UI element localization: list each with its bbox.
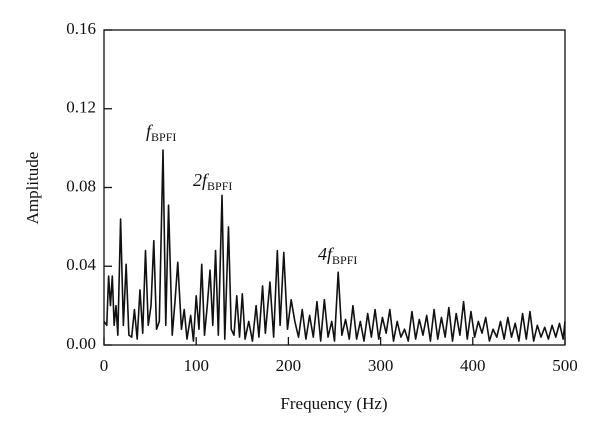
annotation-text: 2f <box>193 170 210 190</box>
y-tick-label: 0.00 <box>66 334 96 353</box>
annotation-text: 4f <box>318 244 335 264</box>
annotation-subscript: BPFI <box>151 130 176 144</box>
y-tick-label: 0.12 <box>66 98 96 117</box>
x-tick-label: 100 <box>183 356 209 375</box>
x-tick-label: 500 <box>552 356 578 375</box>
annotation-text: f <box>146 121 154 141</box>
spectrum-line <box>103 149 566 342</box>
x-tick-label: 400 <box>460 356 486 375</box>
x-axis-label: Frequency (Hz) <box>280 394 387 413</box>
annotation: 2fBPFI <box>193 170 232 193</box>
annotation: 4fBPFI <box>318 244 357 267</box>
annotation: fBPFI <box>146 121 176 144</box>
x-tick-label: 300 <box>368 356 394 375</box>
y-axis-label: Amplitude <box>23 152 42 225</box>
plot-frame <box>103 29 566 346</box>
y-tick-label: 0.08 <box>66 176 96 195</box>
annotation-subscript: BPFI <box>332 253 357 267</box>
x-tick-label: 0 <box>100 356 109 375</box>
annotation-subscript: BPFI <box>207 179 232 193</box>
y-tick-label: 0.16 <box>66 19 96 38</box>
y-tick-label: 0.04 <box>66 255 96 274</box>
x-tick-label: 200 <box>276 356 302 375</box>
